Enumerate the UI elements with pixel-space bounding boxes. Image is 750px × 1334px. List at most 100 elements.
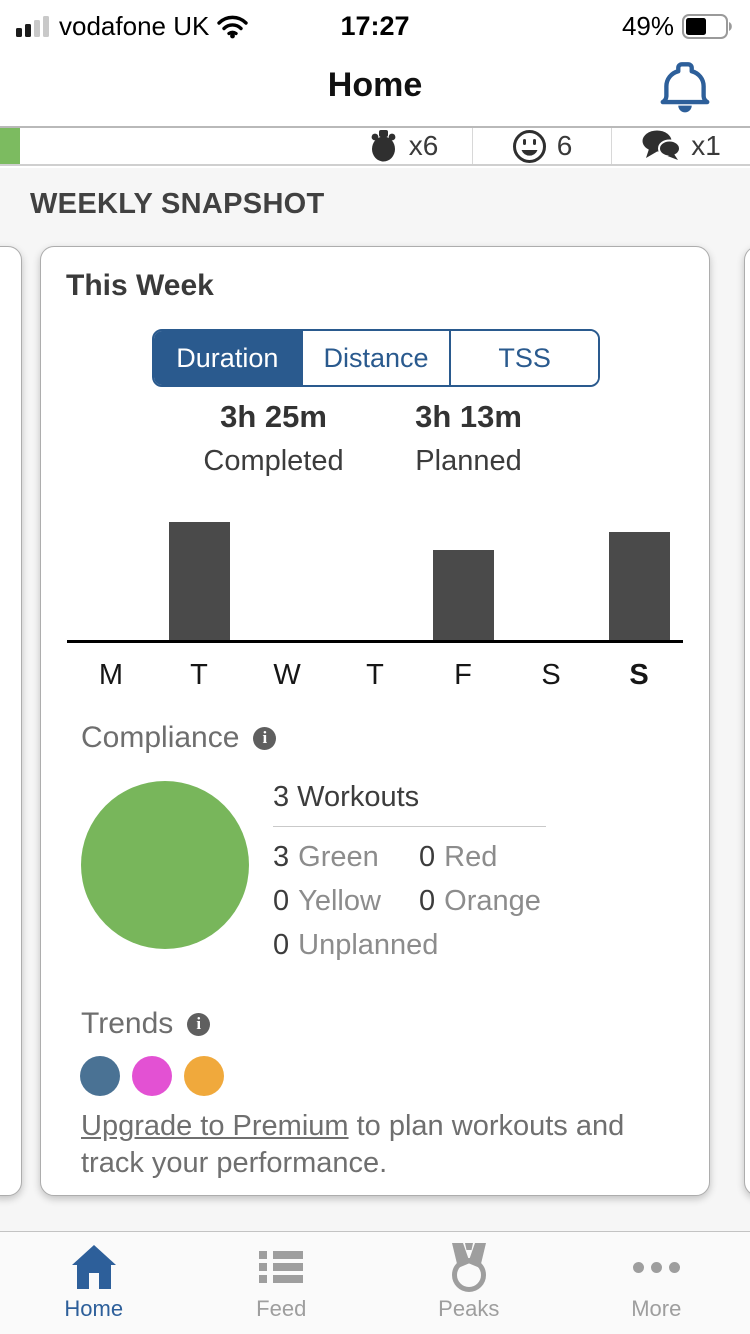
orange-label: Orange	[444, 885, 541, 917]
nav-item-home[interactable]: Home	[0, 1232, 188, 1334]
metric-segmented-control: Duration Distance TSS	[152, 329, 600, 387]
status-bar: vodafone UK 17:27 49%	[0, 0, 750, 46]
cell-signal-icon	[16, 16, 49, 37]
compliance-unplanned: 0 Unplanned	[273, 923, 438, 967]
carrier-label: vodafone UK	[59, 10, 210, 41]
status-right: 49%	[622, 11, 734, 42]
weekly-bar-chart	[67, 503, 683, 643]
comments-count: x1	[691, 130, 721, 161]
planned-label: Planned	[415, 445, 522, 477]
peaks-medal-icon	[444, 1242, 494, 1292]
upgrade-premium-link[interactable]: Upgrade to Premium	[81, 1110, 349, 1142]
trend-dot	[80, 1056, 120, 1096]
compliance-color-strip	[0, 128, 20, 164]
nav-item-more[interactable]: More	[563, 1232, 750, 1334]
chart-column	[595, 503, 683, 640]
completed-label: Completed	[203, 445, 344, 477]
chart-column	[155, 503, 243, 640]
chart-column	[243, 503, 331, 640]
feelings-stat[interactable]: 6	[473, 128, 611, 164]
trends-title: Trends	[81, 1007, 174, 1040]
nav-label: Home	[64, 1296, 124, 1321]
upgrade-rest: to plan workouts and track your performa…	[81, 1110, 625, 1179]
day-label: M	[98, 659, 124, 691]
compliance-header: Compliance i	[81, 721, 277, 755]
day-label: W	[273, 659, 301, 691]
compliance-circle	[81, 781, 249, 949]
divider	[611, 128, 612, 164]
chart-bar	[608, 532, 670, 640]
planned-value: 3h 13m	[415, 399, 522, 434]
green-label: Green	[298, 841, 379, 873]
compliance-row: 0 Yellow 0 Orange	[273, 879, 563, 923]
planned-stat: 3h 13m Planned	[371, 399, 566, 478]
nav-label: Peaks	[438, 1296, 500, 1321]
day-label: F	[454, 659, 472, 691]
yellow-label: Yellow	[298, 885, 381, 917]
section-title: WEEKLY SNAPSHOT	[30, 188, 325, 220]
header: Home	[0, 46, 750, 126]
trends-header: Trends i	[81, 1007, 211, 1041]
unplanned-count: 0	[273, 929, 290, 961]
yellow-count: 0	[273, 885, 290, 917]
carousel-prev-card[interactable]	[0, 246, 22, 1196]
compliance-yellow: 0 Yellow	[273, 879, 419, 923]
trend-dots	[80, 1056, 224, 1096]
battery-icon	[682, 13, 732, 39]
tab-distance[interactable]: Distance	[300, 331, 450, 385]
notifications-button[interactable]	[656, 56, 714, 116]
home-icon	[69, 1242, 119, 1292]
day-label: T	[190, 659, 208, 691]
compliance-row: 3 Green 0 Red	[273, 835, 563, 879]
trend-dot	[132, 1056, 172, 1096]
nav-label: Feed	[256, 1296, 307, 1321]
summary-row: x6 6 x1	[0, 126, 750, 166]
trend-dot	[184, 1056, 224, 1096]
unplanned-label: Unplanned	[298, 929, 439, 961]
red-count: 0	[419, 841, 436, 873]
wifi-icon	[217, 15, 249, 38]
compliance-info-icon[interactable]: i	[253, 726, 277, 750]
page-title: Home	[327, 66, 423, 104]
compliance-green: 3 Green	[273, 835, 419, 879]
prs-stat[interactable]: x6	[334, 128, 472, 164]
chart-bar	[432, 550, 494, 640]
compliance-row: 0 Unplanned	[273, 923, 563, 967]
day-label: S	[629, 659, 649, 691]
tab-duration[interactable]: Duration	[154, 331, 301, 385]
more-ellipsis-icon	[632, 1242, 680, 1292]
status-time: 17:27	[340, 10, 410, 41]
compliance-title: Compliance	[81, 721, 240, 754]
comments-icon	[642, 130, 682, 160]
chart-bar	[168, 522, 230, 640]
feelings-count: 6	[556, 130, 573, 161]
battery-percent-label: 49%	[621, 10, 674, 41]
bottom-nav: Home Feed Peaks	[0, 1231, 750, 1334]
compliance-red: 0 Red	[419, 835, 497, 879]
carousel-next-card[interactable]	[744, 246, 750, 1196]
completed-value: 3h 25m	[220, 399, 327, 434]
orange-count: 0	[419, 885, 436, 917]
nav-item-feed[interactable]: Feed	[188, 1232, 376, 1334]
chart-column	[331, 503, 419, 640]
upgrade-message: Upgrade to Premium to plan workouts and …	[81, 1108, 681, 1182]
bell-icon	[660, 62, 710, 113]
this-week-card: This Week Duration Distance TSS 3h 25m C…	[40, 246, 710, 1196]
prs-count: x6	[408, 130, 439, 161]
day-label: S	[541, 659, 561, 691]
status-left: vodafone UK	[16, 11, 249, 42]
card-title: This Week	[66, 269, 214, 302]
completed-stat: 3h 25m Completed	[166, 399, 381, 478]
tab-tss[interactable]: TSS	[449, 331, 598, 385]
divider	[472, 128, 473, 164]
comments-stat[interactable]: x1	[612, 128, 750, 164]
trends-info-icon[interactable]: i	[187, 1012, 211, 1036]
smiley-icon	[512, 129, 546, 163]
chart-column	[507, 503, 595, 640]
red-label: Red	[444, 841, 498, 873]
compliance-total: 3 Workouts	[273, 781, 546, 827]
summary-stats: x6 6 x1	[334, 128, 750, 164]
nav-item-peaks[interactable]: Peaks	[375, 1232, 563, 1334]
green-count: 3	[273, 841, 290, 873]
